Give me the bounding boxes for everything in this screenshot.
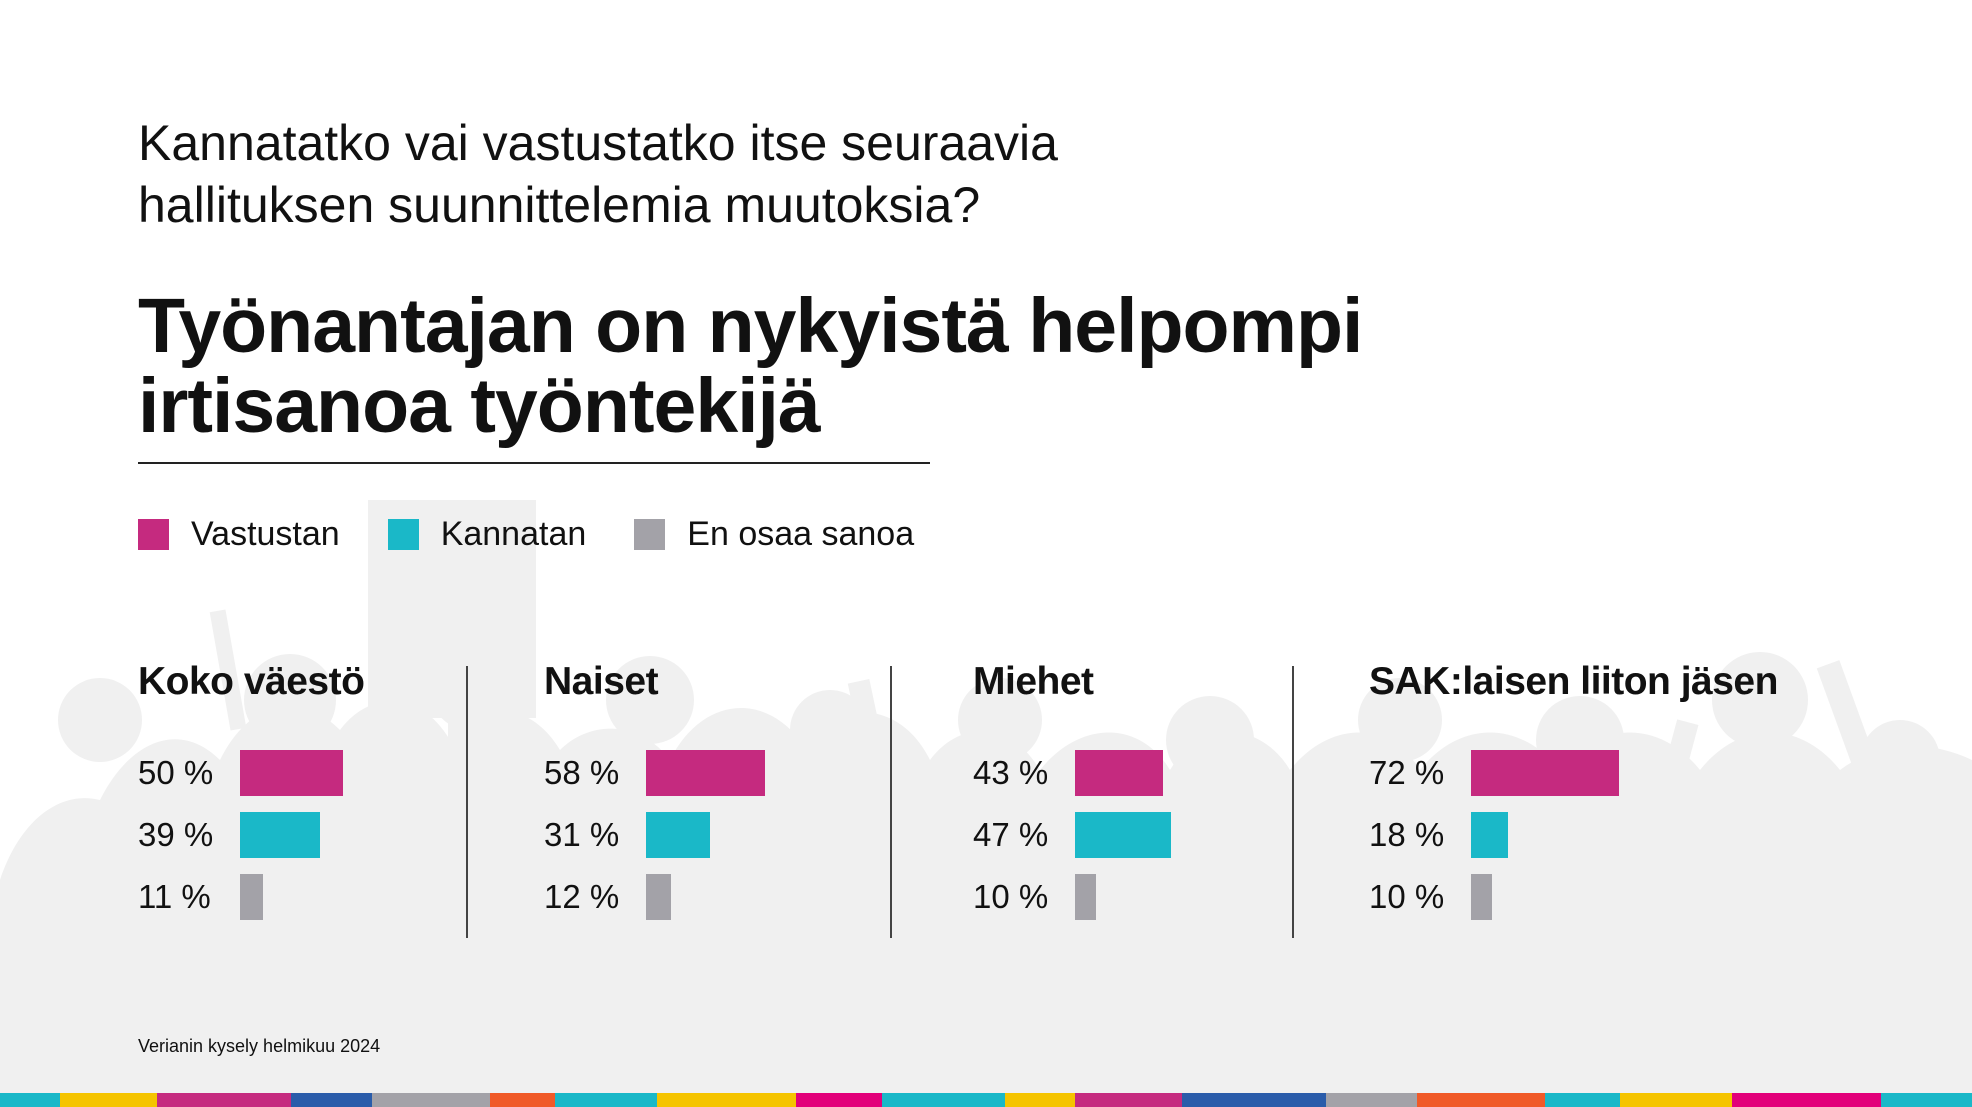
stripe-segment: [157, 1093, 291, 1107]
stripe-segment: [60, 1093, 157, 1107]
bar-row-vastustan: 50 %: [138, 750, 558, 796]
panel-title: SAK:laisen liiton jäsen: [1369, 660, 1778, 703]
stripe-segment: [1545, 1093, 1620, 1107]
panel-divider: [890, 666, 892, 938]
chart-legend: Vastustan Kannatan En osaa sanoa: [138, 512, 962, 556]
legend-label-en-osaa-sanoa: En osaa sanoa: [687, 514, 915, 553]
stripe-segment: [1881, 1093, 1972, 1107]
data-label: 72 %: [1369, 754, 1445, 791]
bar-row-kannatan: 39 %: [138, 812, 558, 858]
legend-label-kannatan: Kannatan: [440, 514, 587, 553]
bar-vastustan: [646, 750, 765, 796]
data-label: 10 %: [1369, 878, 1445, 915]
legend-label-vastustan: Vastustan: [191, 514, 340, 553]
data-label: 11 %: [138, 878, 211, 915]
bar-row-kannatan: 47 %: [973, 812, 1393, 858]
bar-row-vastustan: 43 %: [973, 750, 1393, 796]
stripe-segment: [291, 1093, 372, 1107]
stripe-segment: [796, 1093, 882, 1107]
data-label: 18 %: [1369, 816, 1445, 853]
stripe-segment: [555, 1093, 657, 1107]
bar-row-en-osaa-sanoa: 10 %: [973, 874, 1393, 920]
bar-row-en-osaa-sanoa: 11 %: [138, 874, 558, 920]
legend-item-kannatan: Kannatan: [387, 514, 587, 554]
bar-vastustan: [1471, 750, 1619, 796]
stripe-segment: [372, 1093, 490, 1107]
stripe-segment: [1005, 1093, 1075, 1107]
stripe-segment: [0, 1093, 60, 1107]
data-label: 47 %: [973, 816, 1049, 853]
stripe-segment: [657, 1093, 796, 1107]
stripe-segment: [1732, 1093, 1881, 1107]
data-label: 50 %: [138, 754, 214, 791]
source-note: Verianin kysely helmikuu 2024: [138, 1036, 381, 1056]
legend-item-en-osaa-sanoa: En osaa sanoa: [634, 515, 914, 554]
bar-en-osaa-sanoa: [1471, 874, 1492, 920]
stripe-segment: [1182, 1093, 1326, 1107]
data-label: 31 %: [544, 816, 620, 853]
panel-koko-vaesto: Koko väestö 50 % 39 % 11 %: [138, 660, 558, 940]
stripe-segment: [1417, 1093, 1545, 1107]
bar-vastustan: [240, 750, 343, 796]
panel-miehet: Miehet 43 % 47 % 10 %: [973, 660, 1393, 940]
stripe-segment: [1620, 1093, 1732, 1107]
legend-item-vastustan: Vastustan: [138, 515, 340, 554]
panel-divider: [1292, 666, 1294, 938]
bar-kannatan: [646, 812, 710, 858]
legend-swatch-vastustan: [138, 518, 169, 550]
panel-title: Koko väestö: [138, 660, 365, 703]
stripe-segment: [490, 1093, 555, 1107]
data-label: 10 %: [973, 878, 1049, 915]
chart-title-line-1: Työnantajan on nykyistä helpompi: [138, 283, 1363, 369]
chart-title-line-2: irtisanoa työntekijä: [138, 363, 821, 449]
bar-row-en-osaa-sanoa: 10 %: [1369, 874, 1789, 920]
panel-title: Miehet: [973, 660, 1094, 703]
legend-swatch-en-osaa-sanoa: [634, 518, 666, 550]
chart-title: Työnantajan on nykyistä helpompi irtisan…: [138, 286, 1438, 446]
bar-en-osaa-sanoa: [1075, 874, 1096, 920]
panel-divider: [466, 666, 468, 938]
bar-vastustan: [1075, 750, 1164, 796]
bar-row-vastustan: 58 %: [544, 750, 964, 796]
stripe-segment: [1075, 1093, 1182, 1107]
bar-kannatan: [1075, 812, 1172, 858]
bar-row-kannatan: 31 %: [544, 812, 964, 858]
bar-kannatan: [1471, 812, 1508, 858]
bar-kannatan: [240, 812, 320, 858]
panel-title: Naiset: [544, 660, 659, 703]
title-underline: [138, 462, 930, 464]
stripe-segment: [1326, 1093, 1417, 1107]
decorative-color-stripe: [0, 1093, 1972, 1107]
data-label: 39 %: [138, 816, 214, 853]
bar-en-osaa-sanoa: [240, 874, 263, 920]
survey-question: Kannatatko vai vastustatko itse seuraavi…: [138, 115, 1058, 233]
bar-row-kannatan: 18 %: [1369, 812, 1789, 858]
data-label: 58 %: [544, 754, 620, 791]
bar-row-vastustan: 72 %: [1369, 750, 1789, 796]
legend-swatch-kannatan: [387, 518, 419, 550]
stripe-segment: [882, 1093, 1005, 1107]
panel-naiset: Naiset 58 % 31 % 12 %: [544, 660, 964, 940]
bar-row-en-osaa-sanoa: 12 %: [544, 874, 964, 920]
panel-sak-laisen-liiton-jasen: SAK:laisen liiton jäsen 72 % 18 % 10 %: [1369, 660, 1929, 940]
data-label: 12 %: [544, 878, 620, 915]
data-label: 43 %: [973, 754, 1049, 791]
bar-en-osaa-sanoa: [646, 874, 671, 920]
